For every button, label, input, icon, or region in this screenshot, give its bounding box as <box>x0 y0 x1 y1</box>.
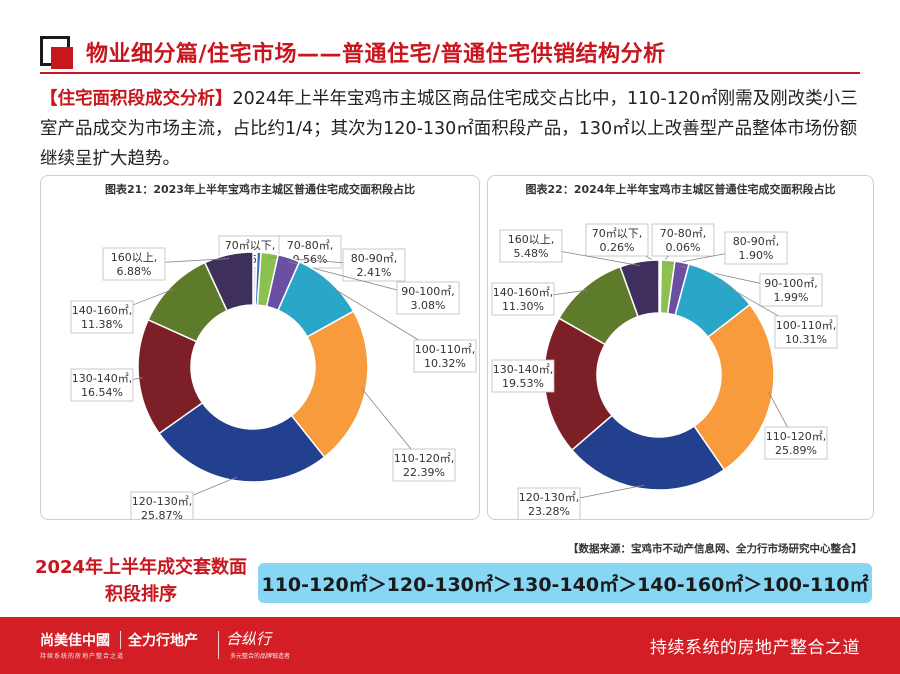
ranking-box: 110-120㎡＞120-130㎡＞130-140㎡＞140-160㎡＞100-… <box>258 563 872 603</box>
footer-brand-shangmeijia: 尚美佳中國 <box>40 633 110 649</box>
footer-slogan: 持续系统的房地产整合之道 <box>650 638 860 658</box>
slice-label: 120-130㎡,25.87% <box>130 491 194 519</box>
slice-label-value: 0.06% <box>666 241 701 254</box>
donut-slice <box>203 251 254 312</box>
slice-label-category: 70-80㎡, <box>660 227 706 240</box>
slice-label-category: 160以上, <box>508 233 555 246</box>
slice-label: 110-120㎡,22.39% <box>392 448 456 482</box>
slice-label-category: 110-120㎡, <box>394 452 454 465</box>
slice-label: 120-130㎡,23.28% <box>517 487 581 519</box>
slice-label-category: 70-80㎡, <box>287 239 333 252</box>
slice-label-category: 80-90㎡, <box>733 235 779 248</box>
slice-label-category: 70㎡以下, <box>225 239 276 252</box>
slice-label-category: 120-130㎡, <box>519 491 579 504</box>
slice-label-category: 130-140㎡, <box>493 363 553 376</box>
chart-title-2024: 图表22：2024年上半年宝鸡市主城区普通住宅成交面积段占比 <box>525 183 836 196</box>
slice-label-category: 120-130㎡, <box>132 495 192 508</box>
slice-label-value: 5.48% <box>514 247 549 260</box>
title-icon <box>40 36 73 69</box>
slice-label: 80-90㎡,1.90% <box>724 231 788 265</box>
footer-bar: 尚美佳中國 持续系统的房地产整合之道 全力行地产 合纵行 多元整合的品牌锻造者 … <box>0 617 900 674</box>
slice-label: 70㎡以下,0.26% <box>585 223 649 257</box>
footer-separator <box>120 631 121 649</box>
donut-slice <box>693 303 775 471</box>
footer-brand-hezongxing: 合纵行 <box>226 630 272 648</box>
footer-separator <box>218 631 219 659</box>
donut-slice <box>619 259 660 318</box>
slice-label: 130-140㎡,16.54% <box>70 368 134 402</box>
chart-panel-2023: 图表21：2023年上半年宝鸡市主城区普通住宅成交面积段占比 70㎡以下,0.5… <box>40 175 480 520</box>
slice-label-value: 3.08% <box>411 299 446 312</box>
slice-label-value: 1.90% <box>739 249 774 262</box>
slice-label-category: 160以上, <box>111 251 158 264</box>
slice-label: 140-160㎡,11.30% <box>491 282 555 316</box>
slice-label-value: 25.89% <box>775 444 817 457</box>
intro-text: 2024年上半年宝鸡市主城区商品住宅成交占比中，110-120㎡刚需及刚改类小三… <box>40 89 858 169</box>
chart-title-2023: 图表21：2023年上半年宝鸡市主城区普通住宅成交面积段占比 <box>105 183 415 196</box>
footer-brand-hezongxing-tagline: 多元整合的品牌锻造者 <box>230 653 291 660</box>
slice-label-category: 140-160㎡, <box>72 304 132 317</box>
ranking-label: 2024年上半年成交套数面积段排序 <box>34 557 248 605</box>
slice-label: 90-100㎡,3.08% <box>396 281 460 315</box>
slice-label-category: 80-90㎡, <box>351 252 397 265</box>
slice-label-value: 0.26% <box>600 241 635 254</box>
slice-label-category: 90-100㎡, <box>764 277 817 290</box>
slice-label-value: 11.38% <box>81 318 123 331</box>
slice-label-value: 25.87% <box>141 509 183 519</box>
data-source-note: 【数据来源：宝鸡市不动产信息网、全力行市场研究中心整合】 <box>568 543 862 555</box>
title-divider <box>40 72 860 74</box>
slice-label-category: 100-110㎡, <box>776 319 836 332</box>
slice-label-value: 10.32% <box>424 357 466 370</box>
page-title: 物业细分篇/住宅市场——普通住宅/普通住宅供销结构分析 <box>86 42 666 67</box>
slice-label: 100-110㎡,10.31% <box>774 315 838 349</box>
donut-chart-2023: 70㎡以下,0.56%70-80㎡,0.56%80-90㎡,2.41%90-10… <box>70 235 477 519</box>
slice-label-value: 2.41% <box>357 266 392 279</box>
slice-label-category: 110-120㎡, <box>766 430 826 443</box>
slice-label-category: 90-100㎡, <box>401 285 454 298</box>
footer-brand-quanlixing: 全力行地产 <box>128 633 198 649</box>
slice-label-value: 11.30% <box>502 300 544 313</box>
slice-label: 140-160㎡,11.38% <box>70 300 134 334</box>
slice-label: 160以上,6.88% <box>102 247 166 281</box>
footer-brand-shangmeijia-tagline: 持续系统的房地产整合之道 <box>40 653 125 660</box>
slice-label-category: 100-110㎡, <box>415 343 475 356</box>
ranking-text: 110-120㎡＞120-130㎡＞130-140㎡＞140-160㎡＞100-… <box>261 573 869 596</box>
slice-label-category: 70㎡以下, <box>592 227 643 240</box>
slice-label: 80-90㎡,2.41% <box>342 248 406 282</box>
slice-label-value: 16.54% <box>81 386 123 399</box>
slice-label-value: 1.99% <box>774 291 809 304</box>
slice-label: 160以上,5.48% <box>499 229 563 263</box>
slice-label: 70-80㎡,0.06% <box>651 223 715 257</box>
chart-panel-2024: 图表22：2024年上半年宝鸡市主城区普通住宅成交面积段占比 70㎡以下, 0.2… <box>487 175 874 520</box>
slice-label-value: 6.88% <box>117 265 152 278</box>
intro-paragraph: 【住宅面积段成交分析】2024年上半年宝鸡市主城区商品住宅成交占比中，110-1… <box>40 84 872 174</box>
donut-chart-2024: 70㎡以下,0.26%70-80㎡,0.06% 80-90㎡,1.90%90-10… <box>491 223 838 519</box>
slice-label-category: 130-140㎡, <box>72 372 132 385</box>
slice-label: 110-120㎡,25.89% <box>764 426 828 460</box>
slice-label: 100-110㎡,10.32% <box>413 339 477 373</box>
slice-label-value: 19.53% <box>502 377 544 390</box>
donut-slice <box>158 401 326 483</box>
donut-slice <box>290 310 369 459</box>
slice-label-value: 22.39% <box>403 466 445 479</box>
intro-tag: 【住宅面积段成交分析】 <box>40 89 233 109</box>
slice-label-value: 23.28% <box>528 505 570 518</box>
donut-slice <box>570 414 726 491</box>
slice-label: 90-100㎡,1.99% <box>759 273 823 307</box>
slice-label-value: 10.31% <box>785 333 827 346</box>
slice-label: 130-140㎡,19.53% <box>491 359 555 393</box>
slice-label-category: 140-160㎡, <box>493 286 553 299</box>
